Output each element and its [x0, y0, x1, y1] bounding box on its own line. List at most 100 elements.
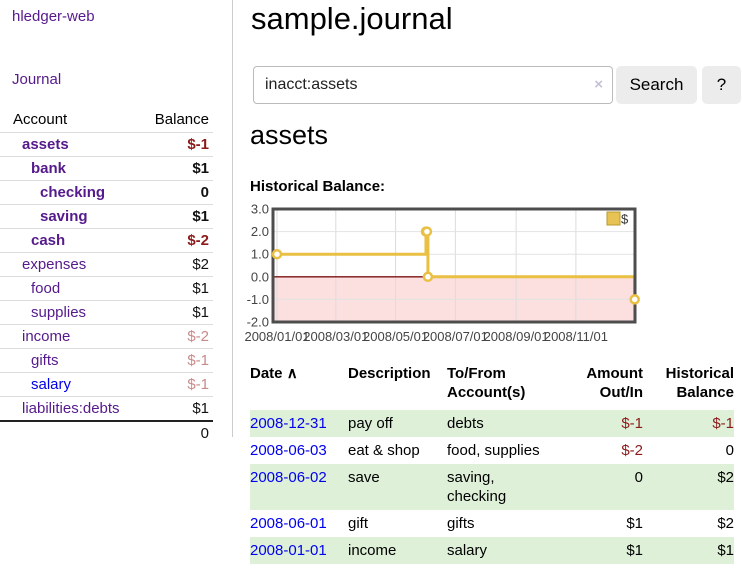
- register-table: Date ∧ Description To/From Account(s) Am…: [250, 362, 734, 564]
- x-axis-tick-label: 2008/09/01: [484, 329, 549, 344]
- account-link[interactable]: salary: [31, 376, 72, 393]
- column-header-description: Description: [348, 365, 431, 382]
- account-balance: $-1: [187, 136, 209, 153]
- sidebar-account-row: supplies $1: [0, 300, 213, 324]
- table-row: 2008-06-03 eat & shop food, supplies $-2 0: [250, 437, 734, 464]
- account-link[interactable]: income: [22, 328, 71, 345]
- transaction-accounts: saving, checking: [447, 469, 507, 505]
- transaction-date-link[interactable]: 2008-06-03: [250, 442, 327, 459]
- transaction-amount: $1: [626, 515, 643, 532]
- historical-balance-chart[interactable]: $3.0 2.0 1.0 0.0 -1.0 -2.02008/01/012008/03/0…: [244, 200, 742, 350]
- sidebar-account-row: assets $-1: [0, 132, 213, 156]
- transaction-amount: $-2: [621, 442, 643, 459]
- x-axis-tick-label: 2008/05/01: [363, 329, 428, 344]
- transaction-description: pay off: [348, 415, 393, 432]
- account-balance: $2: [192, 256, 209, 273]
- transaction-date-link[interactable]: 2008-06-01: [250, 515, 327, 532]
- account-tree-header: Account Balance: [0, 106, 213, 132]
- y-axis-tick-label: 0.0: [251, 269, 269, 284]
- clear-search-icon[interactable]: ×: [594, 76, 603, 93]
- table-row: 2008-12-31 pay off debts $-1 $-1: [250, 410, 734, 437]
- sidebar-account-row: expenses $2: [0, 252, 213, 276]
- transaction-balance: $2: [717, 515, 734, 532]
- x-axis-tick-label: 2008/07/01: [423, 329, 488, 344]
- account-balance: $1: [192, 400, 209, 417]
- transaction-date-link[interactable]: 2008-12-31: [250, 415, 327, 432]
- transaction-accounts: food, supplies: [447, 442, 540, 459]
- account-link[interactable]: assets: [22, 136, 69, 153]
- data-point-marker: [422, 271, 434, 283]
- y-axis-tick-label: -2.0: [247, 315, 269, 330]
- account-link[interactable]: food: [31, 280, 61, 297]
- account-balance: $1: [192, 208, 209, 225]
- sidebar-account-row: cash $-2: [0, 228, 213, 252]
- register-header-row: Date ∧ Description To/From Account(s) Am…: [250, 362, 734, 410]
- account-total-row: 0: [0, 420, 213, 445]
- account-link[interactable]: expenses: [22, 256, 87, 273]
- account-heading: assets: [250, 120, 329, 150]
- y-axis-tick-label: 1.0: [251, 247, 269, 262]
- column-header-balance: Historical Balance: [665, 365, 734, 401]
- date-header-label: Date: [250, 365, 283, 382]
- total-balance: 0: [200, 425, 209, 442]
- sidebar: hledger-web Journal Account Balance asse…: [0, 0, 233, 442]
- account-link[interactable]: supplies: [31, 304, 87, 321]
- search-input-wrap: ×: [253, 66, 613, 104]
- y-axis-tick-label: -1.0: [247, 292, 269, 307]
- account-link[interactable]: saving: [40, 208, 88, 225]
- transaction-description: save: [348, 469, 380, 486]
- account-link[interactable]: gifts: [31, 352, 59, 369]
- column-header-date[interactable]: Date ∧: [250, 362, 348, 410]
- plot-border: [271, 207, 637, 324]
- data-point-marker: [629, 294, 640, 305]
- transaction-accounts: salary: [447, 542, 488, 559]
- search-input[interactable]: [254, 67, 612, 103]
- account-balance: $-2: [187, 328, 209, 345]
- account-balance: $1: [192, 160, 209, 177]
- legend-swatch: [606, 211, 621, 226]
- sidebar-account-row: food $1: [0, 276, 213, 300]
- chart-title: Historical Balance:: [250, 178, 386, 195]
- y-axis-tick-label: 2.0: [251, 224, 269, 239]
- account-link[interactable]: cash: [31, 232, 66, 249]
- transaction-balance: $2: [717, 469, 734, 486]
- account-column-header: Account: [13, 110, 68, 128]
- x-axis-tick-label: 2008/11/01: [544, 329, 608, 344]
- app-brand-link[interactable]: hledger-web: [12, 8, 95, 25]
- column-header-accounts: To/From Account(s): [447, 365, 526, 401]
- sidebar-account-row: checking 0: [0, 180, 213, 204]
- account-balance: $-1: [187, 352, 209, 369]
- transaction-date-link[interactable]: 2008-01-01: [250, 542, 327, 559]
- page-title: sample.journal: [251, 1, 453, 36]
- account-link[interactable]: checking: [40, 184, 106, 201]
- transaction-balance: $1: [717, 542, 734, 559]
- account-balance: $1: [192, 280, 209, 297]
- sidebar-item-journal[interactable]: Journal: [12, 71, 62, 88]
- table-row: 2008-06-02 save saving, checking 0 $2: [250, 464, 734, 510]
- sidebar-account-row: bank $1: [0, 156, 213, 180]
- transaction-description: income: [348, 542, 397, 559]
- data-point-marker: [421, 226, 433, 237]
- transaction-description: eat & shop: [348, 442, 420, 459]
- transaction-date-link[interactable]: 2008-06-02: [250, 469, 327, 486]
- search-button[interactable]: Search: [616, 66, 697, 104]
- account-balance: 0: [200, 184, 209, 201]
- account-link[interactable]: bank: [31, 160, 67, 177]
- balance-column-header: Balance: [154, 110, 209, 128]
- help-button[interactable]: ?: [702, 66, 741, 104]
- sidebar-account-row: liabilities:debts $1: [0, 396, 213, 420]
- transaction-description: gift: [348, 515, 369, 532]
- table-row: 2008-06-01 gift gifts $1 $2: [250, 510, 734, 537]
- account-link[interactable]: liabilities:debts: [22, 400, 120, 417]
- account-balance: $1: [192, 304, 209, 321]
- x-axis-tick-label: 2008/03/01: [303, 329, 368, 344]
- transaction-balance: 0: [725, 442, 734, 459]
- transaction-amount: 0: [634, 469, 643, 486]
- sidebar-account-row: gifts $-1: [0, 348, 213, 372]
- sidebar-account-row: salary $-1: [0, 372, 213, 396]
- y-axis-tick-label: 3.0: [251, 202, 269, 217]
- account-rows: assets $-1 bank $1 checking 0 saving $1 cash $-2 e…: [0, 132, 213, 420]
- account-balance: $-1: [187, 376, 209, 393]
- main-panel: sample.journal × Search ? assets Histori…: [244, 0, 742, 582]
- data-point-marker: [271, 248, 283, 260]
